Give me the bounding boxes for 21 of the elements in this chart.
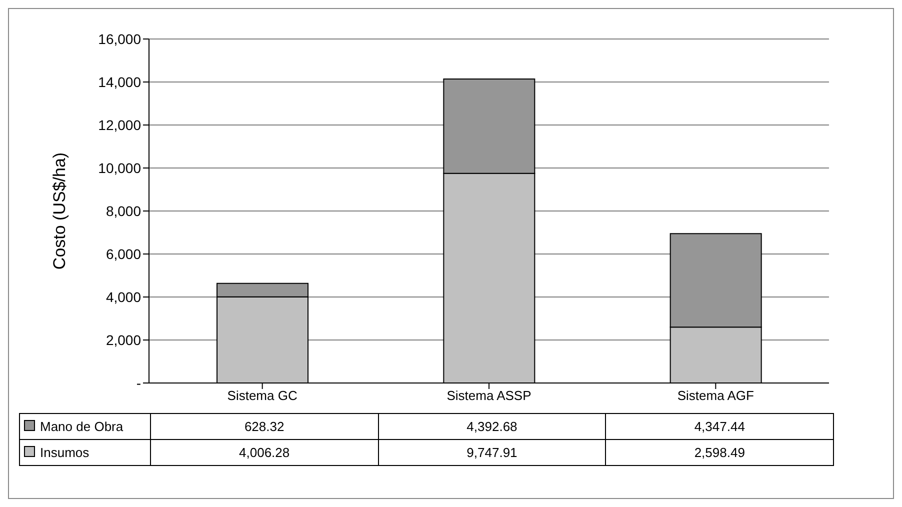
y-tick-label: 8,000 (106, 202, 142, 219)
legend-label: Mano de Obra (20, 414, 150, 440)
y-tick-label: 6,000 (106, 246, 142, 262)
y-tick-label: 10,000 (98, 160, 142, 176)
y-tick-label: 14,000 (98, 74, 142, 90)
y-tick-label: 12,000 (98, 116, 142, 133)
data-label: 9,747.91 (378, 440, 606, 466)
legend-label: Insumos (20, 440, 150, 466)
data-label: 628.32 (150, 414, 378, 440)
data-label: 2,598.49 (606, 440, 834, 466)
x-tick-label: Sistema AGF (677, 388, 754, 404)
y-tick-label: 2,000 (106, 332, 142, 348)
x-tick-label: Sistema ASSP (446, 388, 532, 404)
y-tick-label: 16,000 (98, 30, 142, 47)
y-tick-label: - (136, 374, 142, 391)
y-tick-label: 4,000 (106, 288, 142, 305)
x-tick-label: Sistema GC (227, 388, 298, 404)
data-label: 4,392.68 (378, 414, 606, 440)
data-label: 4,006.28 (150, 440, 378, 466)
data-label: 4,347.44 (606, 414, 834, 440)
y-axis-title: Costo (US$/ha) (50, 152, 70, 270)
